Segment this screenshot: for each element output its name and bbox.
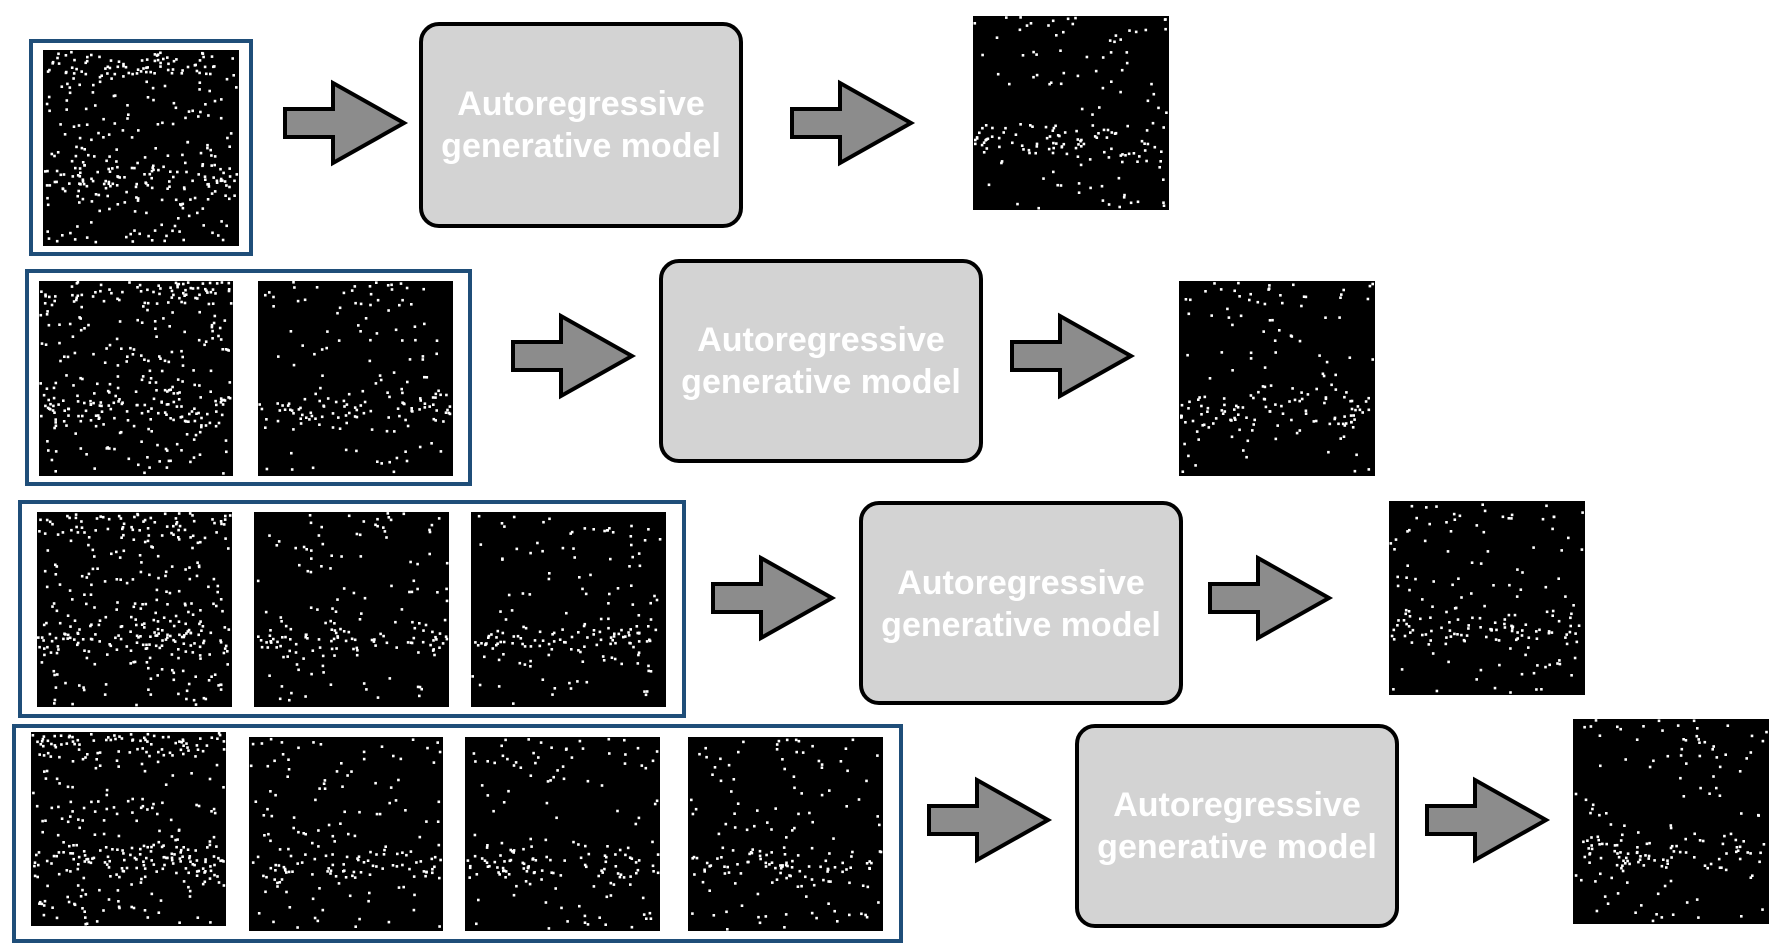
right-arrow-icon [511, 312, 637, 400]
spike-raster-image [43, 50, 239, 246]
context-frame-box [12, 724, 903, 943]
right-arrow-icon [1208, 554, 1334, 642]
spike-raster-image [258, 281, 453, 476]
model-label: generative model [441, 127, 721, 165]
context-frame-box [29, 39, 253, 256]
model-box [859, 501, 1183, 705]
model-label: Autoregressive [457, 85, 705, 123]
row-4: Autoregressive generative model [12, 719, 1769, 943]
right-arrow-icon [711, 554, 837, 642]
spike-raster-image [249, 737, 443, 931]
model-label: generative model [681, 363, 961, 401]
model-box [659, 259, 983, 463]
context-frame-box [18, 500, 686, 718]
model-box [1075, 724, 1399, 928]
context-frame-box [25, 269, 472, 486]
spike-raster-image [465, 737, 660, 931]
right-arrow-icon [1010, 312, 1136, 400]
right-arrow-icon [927, 776, 1053, 864]
predicted-frame-raster [973, 16, 1169, 210]
model-label: generative model [881, 606, 1161, 644]
row-1: Autoregressive generative model [29, 16, 1169, 256]
spike-raster-image [688, 737, 883, 931]
predicted-frame-raster [1389, 501, 1585, 695]
right-arrow-icon [1425, 776, 1551, 864]
right-arrow-icon [283, 79, 409, 167]
model-box [419, 22, 743, 228]
predicted-frame-raster [1179, 281, 1375, 476]
spike-raster-image [37, 512, 232, 707]
model-label: generative model [1097, 828, 1377, 866]
model-label: Autoregressive [697, 321, 945, 359]
model-label: Autoregressive [1113, 786, 1361, 824]
spike-raster-image [31, 732, 226, 926]
spike-raster-image [254, 512, 449, 707]
right-arrow-icon [790, 79, 916, 167]
spike-raster-image [471, 512, 666, 707]
predicted-frame-raster [1573, 719, 1769, 924]
model-label: Autoregressive [897, 564, 1145, 602]
row-2: Autoregressive generative model [25, 259, 1375, 486]
row-3: Autoregressive generative model [18, 500, 1585, 718]
spike-raster-image [39, 281, 233, 476]
